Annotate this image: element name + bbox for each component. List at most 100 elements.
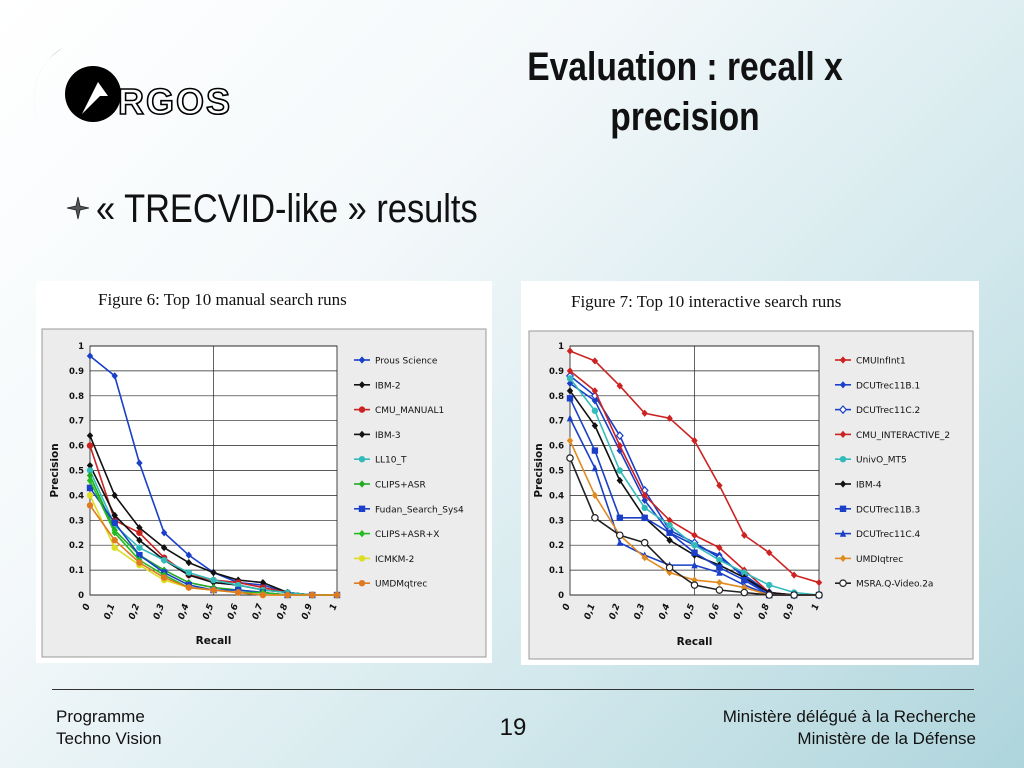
data-point bbox=[136, 544, 143, 551]
data-point bbox=[591, 447, 599, 454]
data-point bbox=[235, 589, 242, 596]
legend-swatch-marker bbox=[839, 554, 847, 562]
y-tick-label: 0.2 bbox=[549, 541, 564, 551]
data-point bbox=[591, 514, 599, 522]
data-point bbox=[640, 538, 649, 547]
data-point bbox=[185, 559, 192, 567]
footer-divider bbox=[52, 689, 974, 690]
data-point bbox=[111, 519, 118, 526]
y-tick-label: 0.4 bbox=[69, 491, 84, 501]
data-point bbox=[591, 407, 599, 414]
slide-title: Evaluation : recall x precision bbox=[527, 45, 843, 139]
legend-item: DCUTrec11C.4 bbox=[835, 529, 921, 540]
data-point bbox=[160, 544, 168, 552]
data-point bbox=[641, 514, 648, 522]
legend-item: MSRA.Q-Video.2a bbox=[835, 579, 933, 590]
data-point bbox=[111, 372, 118, 380]
legend-item: UnivO_MT5 bbox=[835, 456, 907, 466]
data-point bbox=[716, 564, 723, 571]
legend-item: UMDMqtrec bbox=[354, 580, 427, 590]
sparkle-bullet-icon bbox=[66, 196, 90, 220]
data-point bbox=[136, 536, 143, 544]
legend-item: IBM-4 bbox=[835, 480, 882, 491]
data-point bbox=[86, 432, 94, 440]
y-tick-label: 0.3 bbox=[69, 516, 84, 526]
legend-swatch-marker bbox=[838, 405, 848, 415]
legend-label: IBM-4 bbox=[856, 481, 882, 491]
y-tick-label: 0.1 bbox=[69, 566, 84, 576]
y-tick-label: 0.9 bbox=[549, 367, 564, 377]
data-point bbox=[566, 375, 574, 382]
legend-swatch-marker bbox=[839, 430, 847, 438]
data-point bbox=[160, 556, 168, 564]
data-point bbox=[766, 549, 773, 557]
data-point bbox=[86, 502, 94, 509]
data-point bbox=[185, 584, 192, 591]
x-tick-label: 1 bbox=[810, 603, 822, 612]
legend-item: Prous Science bbox=[354, 356, 438, 367]
legend-label: CMUInfInt1 bbox=[856, 357, 906, 367]
legend-swatch-marker bbox=[358, 406, 366, 413]
x-tick-label: 0 bbox=[81, 603, 93, 612]
data-point bbox=[86, 442, 94, 449]
data-point bbox=[111, 511, 118, 519]
y-tick-label: 0.9 bbox=[69, 367, 84, 377]
page-number: 19 bbox=[499, 714, 527, 741]
data-point bbox=[741, 583, 748, 592]
legend-label: UMDIqtrec bbox=[856, 555, 903, 565]
chart-title: Figure 7: Top 10 interactive search runs bbox=[571, 292, 841, 311]
legend-label: DCUTrec11C.4 bbox=[856, 530, 921, 540]
footer-ministry-line-1: Ministère délégué à la Recherche bbox=[722, 707, 976, 726]
legend-swatch-marker bbox=[358, 356, 366, 364]
data-point bbox=[591, 464, 599, 472]
argos-logo-graphic: RGOS bbox=[33, 39, 232, 140]
data-point bbox=[333, 591, 341, 599]
y-axis-label: Precision bbox=[49, 443, 61, 497]
data-point bbox=[716, 556, 723, 564]
y-tick-label: 0.5 bbox=[69, 467, 84, 477]
bullet-text: « TRECVID-like » results bbox=[96, 187, 478, 231]
figure-7-chart: Figure 7: Top 10 interactive search runs… bbox=[528, 292, 974, 660]
data-point bbox=[741, 569, 748, 576]
logo-text: RGOS bbox=[118, 81, 232, 122]
data-point bbox=[566, 387, 574, 395]
legend-item: Fudan_Search_Sys4 bbox=[354, 505, 464, 515]
legend-swatch-marker bbox=[839, 529, 847, 537]
data-point bbox=[616, 531, 624, 540]
legend-item: ICMKM-2 bbox=[354, 555, 414, 565]
data-point bbox=[665, 563, 674, 572]
legend-item: CMU_MANUAL1 bbox=[354, 406, 444, 416]
legend-label: LL10_T bbox=[375, 456, 407, 466]
legend-item: LL10_T bbox=[354, 456, 407, 466]
data-point bbox=[566, 347, 574, 355]
data-point bbox=[160, 574, 168, 581]
series-umdmqtrec bbox=[86, 502, 341, 599]
y-axis-label: Precision bbox=[533, 443, 545, 497]
data-point bbox=[566, 454, 574, 462]
legend-swatch-marker bbox=[839, 480, 847, 488]
y-tick-label: 0 bbox=[78, 591, 84, 601]
data-point bbox=[566, 367, 574, 375]
footer-program-line-1: Programme bbox=[56, 707, 145, 726]
data-point bbox=[210, 568, 217, 577]
figure-6-panel: Figure 6: Top 10 manual search runs 0 0.1 0… bbox=[36, 281, 492, 663]
legend-label: CMU_MANUAL1 bbox=[375, 406, 444, 416]
data-point bbox=[86, 484, 94, 492]
y-tick-label: 1 bbox=[78, 342, 84, 352]
y-tick-label: 0.8 bbox=[69, 392, 84, 402]
data-point bbox=[716, 544, 723, 552]
data-point bbox=[259, 591, 267, 599]
data-point bbox=[210, 576, 217, 584]
legend-label: Fudan_Search_Sys4 bbox=[375, 505, 464, 515]
data-point bbox=[716, 568, 723, 576]
footer-program: Programme Techno Vision bbox=[56, 706, 162, 750]
legend-swatch-marker bbox=[839, 579, 847, 588]
data-point bbox=[616, 514, 623, 522]
legend-label: CMU_INTERACTIVE_2 bbox=[856, 431, 950, 441]
legend-swatch-marker bbox=[839, 505, 847, 512]
data-point bbox=[691, 437, 698, 445]
legend-swatch-marker bbox=[839, 381, 847, 389]
x-axis-label: Recall bbox=[196, 635, 232, 647]
y-tick-label: 0.3 bbox=[549, 516, 564, 526]
legend-label: ICMKM-2 bbox=[375, 555, 414, 565]
